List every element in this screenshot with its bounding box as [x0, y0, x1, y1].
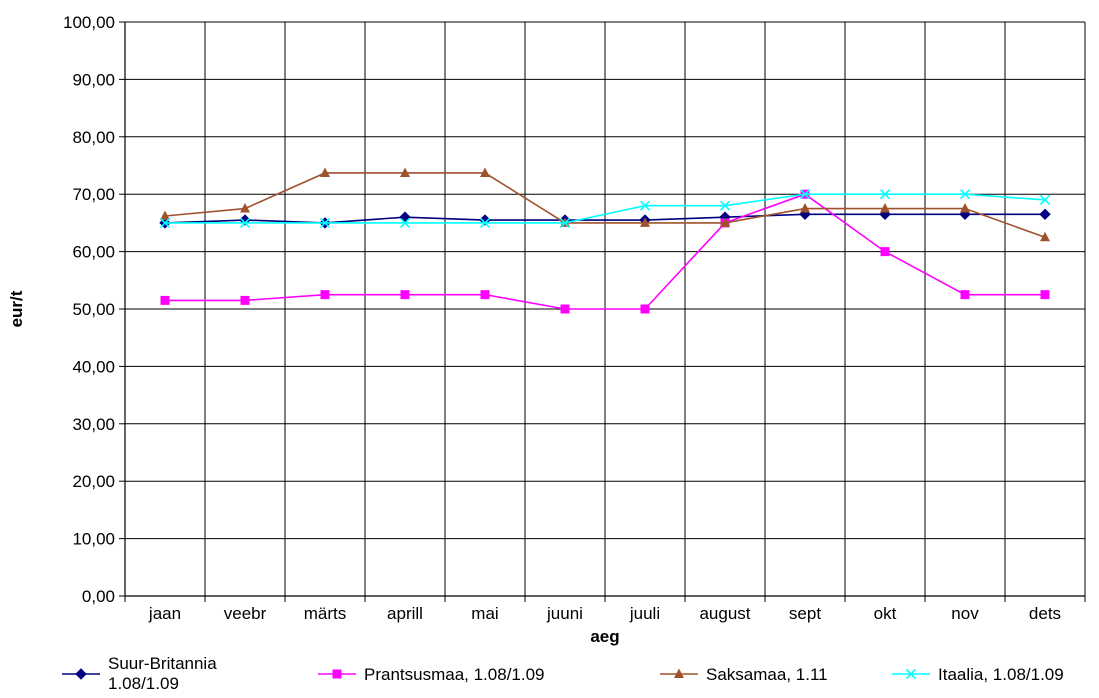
x-tick-label: mai — [471, 604, 498, 623]
series-3 — [159, 189, 1051, 228]
x-tick-label: okt — [874, 604, 897, 623]
data-point — [160, 295, 170, 305]
data-point — [239, 217, 251, 228]
legend-label: Suur-Britannia — [108, 654, 217, 673]
data-point — [1040, 290, 1050, 300]
y-tick-label: 20,00 — [72, 472, 115, 491]
data-point — [1039, 194, 1051, 206]
data-point — [560, 304, 570, 314]
x-tick-label: nov — [951, 604, 979, 623]
legend-label: 1.08/1.09 — [108, 674, 179, 693]
data-point — [399, 211, 411, 223]
data-point — [240, 295, 250, 305]
legend-label: Itaalia, 1.08/1.09 — [938, 665, 1064, 684]
data-point — [720, 217, 730, 227]
data-point — [640, 304, 650, 314]
data-point — [559, 217, 571, 228]
x-tick-label: august — [699, 604, 750, 623]
data-point — [159, 217, 171, 228]
y-tick-label: 80,00 — [72, 128, 115, 147]
y-tick-label: 100,00 — [63, 13, 115, 32]
x-tick-label: jaan — [148, 604, 181, 623]
series-line — [165, 193, 1046, 224]
x-tick-label: juuli — [629, 604, 660, 623]
x-axis-title: aeg — [590, 627, 619, 646]
series-line — [164, 172, 1046, 239]
x-tick-label: veebr — [224, 604, 267, 623]
grid — [125, 21, 1086, 596]
tick-labels: 0,00 10,00 20,00 30,00 40,00 50,00 60,00 70,00 8… — [63, 13, 1061, 623]
data-point — [880, 247, 890, 257]
data-point — [879, 189, 891, 200]
legend-item: Saksamaa, 1.11 — [660, 665, 828, 684]
data-point — [480, 290, 490, 300]
data-point — [1039, 208, 1051, 220]
x-tick-label: dets — [1029, 604, 1061, 623]
legend-item: Itaalia, 1.08/1.09 — [892, 665, 1064, 684]
y-tick-label: 40,00 — [72, 357, 115, 376]
data-point — [399, 217, 411, 228]
y-tick-label: 70,00 — [72, 185, 115, 204]
data-point — [640, 217, 650, 227]
data-point — [319, 217, 331, 228]
data-point — [400, 167, 410, 177]
legend-marker — [905, 668, 917, 680]
legend-marker — [332, 669, 342, 679]
data-point — [1040, 231, 1050, 242]
data-point — [960, 203, 970, 213]
legend-item: Prantsusmaa, 1.08/1.09 — [318, 665, 545, 684]
series-2 — [160, 167, 1050, 242]
x-tick-label: sept — [789, 604, 821, 623]
y-tick-label: 60,00 — [72, 243, 115, 262]
data-point — [960, 290, 970, 300]
x-tick-label: aprill — [387, 604, 423, 623]
y-tick-label: 30,00 — [72, 415, 115, 434]
y-tick-label: 90,00 — [72, 70, 115, 89]
data-point — [320, 167, 330, 177]
data-point — [880, 203, 890, 213]
y-tick-label: 0,00 — [82, 587, 115, 606]
data-point — [639, 200, 651, 211]
legend-marker — [75, 668, 87, 680]
axes — [119, 21, 1086, 602]
y-axis-title: eur/t — [7, 290, 26, 327]
series-line — [165, 193, 1045, 310]
y-tick-label: 10,00 — [72, 530, 115, 549]
series-1 — [160, 189, 1050, 314]
series-lines — [159, 167, 1051, 314]
data-point — [479, 217, 491, 228]
data-point — [800, 203, 810, 213]
data-point — [799, 189, 811, 200]
legend-label: Prantsusmaa, 1.08/1.09 — [364, 665, 545, 684]
x-tick-label: juuni — [546, 604, 583, 623]
data-point — [719, 200, 731, 211]
y-tick-label: 50,00 — [72, 300, 115, 319]
data-point — [160, 210, 170, 221]
legend-label: Saksamaa, 1.11 — [706, 665, 828, 684]
data-point — [400, 290, 410, 300]
data-point — [959, 189, 971, 200]
data-point — [240, 203, 250, 213]
x-tick-label: märts — [304, 604, 347, 623]
legend-marker — [674, 668, 684, 678]
data-point — [480, 167, 490, 177]
data-point — [320, 290, 330, 300]
